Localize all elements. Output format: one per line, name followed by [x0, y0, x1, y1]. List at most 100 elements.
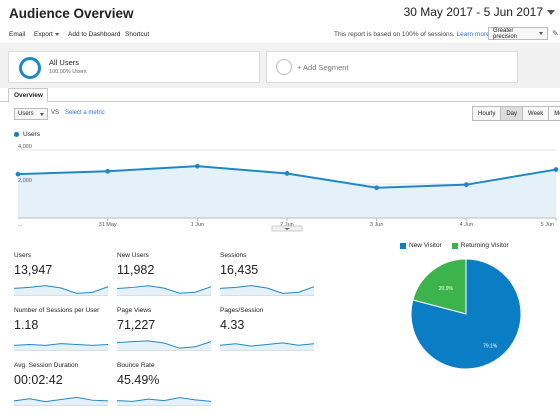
pie-slice-label: 20.9%: [439, 286, 454, 292]
sparkline: [14, 285, 108, 296]
metric-tile[interactable]: Users 13,947: [14, 252, 110, 302]
sparkline-area: [220, 285, 314, 296]
page-title: Audience Overview: [9, 6, 134, 21]
pie-slice-returning-visitor: [412, 258, 467, 315]
metric-value: 4.33: [220, 318, 245, 332]
x-tick-label: 1 Jun: [191, 222, 204, 228]
metric-value: 1.18: [14, 318, 39, 332]
sparkline-line: [14, 343, 108, 346]
empty-circle-icon: [276, 59, 292, 75]
users-line-chart: 4,000 2,000... 31 May 1 Jun 2 Jun 3 Jun 4 Jun 5…: [15, 144, 559, 232]
email-button[interactable]: Email: [9, 31, 26, 38]
export-label: Export: [34, 31, 53, 38]
y-tick-label: 4,000: [18, 144, 32, 150]
metric-tile[interactable]: Sessions 16,435: [220, 252, 316, 302]
metric-label: Page Views: [117, 307, 152, 314]
precision-dropdown[interactable]: Greater precision: [488, 27, 548, 40]
metric-tile[interactable]: Number of Sessions per User 1.18: [14, 307, 110, 357]
caret-down-icon: [284, 228, 290, 230]
legend-returning-visitor[interactable]: Returning Visitor: [451, 242, 509, 249]
chevron-down-icon: [547, 9, 555, 15]
x-tick-label: 3 Jun: [370, 222, 383, 228]
metric-tile[interactable]: Page Views 71,227: [117, 307, 213, 357]
legend-swatch: [451, 242, 458, 249]
metric-value: 16,435: [220, 263, 259, 277]
legend-new-visitor[interactable]: New Visitor: [400, 242, 442, 249]
sparkline-line: [14, 396, 108, 403]
metric-label: Number of Sessions per User: [14, 307, 100, 314]
data-point-5: [463, 182, 469, 188]
period-toggle: Hourly Day Week Month: [472, 106, 560, 121]
edit-icon[interactable]: ✎: [552, 29, 559, 38]
sparkline: [220, 285, 314, 296]
data-point-4: [374, 185, 380, 191]
sparkline-line: [14, 285, 108, 294]
period-week-button[interactable]: Week: [522, 106, 550, 121]
metric-value: 71,227: [117, 318, 156, 332]
period-day-button[interactable]: Day: [500, 106, 524, 121]
x-tick-label: 31 May: [99, 222, 117, 228]
report-toolbar: Email Export Add to Dashboard Shortcut T…: [0, 27, 560, 43]
data-point-3: [284, 171, 290, 176]
metric-label: Bounce Rate: [117, 362, 155, 369]
sparkline-line: [220, 342, 314, 347]
period-month-button[interactable]: Month: [548, 106, 560, 121]
data-point-0: [15, 171, 21, 177]
segment-ring-icon: [19, 57, 41, 79]
report-header: Audience Overview 30 May 2017 - 5 Jun 20…: [0, 0, 560, 28]
sparkline: [220, 342, 314, 351]
date-range-picker[interactable]: 30 May 2017 - 5 Jun 2017: [404, 5, 555, 19]
chevron-down-icon: [40, 112, 44, 116]
sampling-note-text: This report is based on 100% of sessions…: [334, 31, 455, 38]
segment-subtitle: 100.00% Users: [49, 69, 87, 75]
legend-new-visitor-label: New Visitor: [409, 242, 442, 249]
export-button[interactable]: Export: [34, 31, 59, 38]
legend-returning-visitor-label: Returning Visitor: [460, 242, 509, 249]
pie-slice-new-visitor: [410, 258, 522, 370]
add-segment-label: + Add Segment: [297, 63, 349, 72]
visitor-type-pie-chart: 20.9% 79.1%: [410, 258, 522, 370]
metric-label: New Users: [117, 252, 149, 259]
date-range-label: 30 May 2017 - 5 Jun 2017: [403, 5, 543, 19]
metric-tile[interactable]: Avg. Session Duration 00:02:42: [14, 362, 110, 412]
tab-overview[interactable]: Overview: [8, 88, 48, 103]
sampling-note: This report is based on 100% of sessions…: [334, 31, 490, 38]
metric-dropdown[interactable]: Users: [14, 108, 48, 120]
precision-label: Greater precision: [493, 27, 518, 40]
shortcut-button[interactable]: Shortcut: [125, 31, 150, 38]
metric-value: 13,947: [14, 263, 53, 277]
period-hourly-button[interactable]: Hourly: [472, 106, 502, 121]
sparkline: [117, 397, 211, 406]
metric-label: Avg. Session Duration: [14, 362, 79, 369]
learn-more-link[interactable]: Learn more: [456, 31, 490, 38]
pie-legend: New Visitor Returning Visitor: [400, 242, 509, 249]
sparkline-area: [117, 285, 211, 296]
metric-label: Users: [14, 252, 31, 259]
segment-all-users[interactable]: All Users 100.00% Users: [8, 51, 260, 83]
y-tick-label: 2,000: [18, 178, 32, 184]
add-to-dashboard-button[interactable]: Add to Dashboard: [68, 31, 121, 38]
segment-name: All Users: [49, 58, 80, 67]
legend-swatch: [400, 242, 406, 249]
sparkline-line: [117, 340, 211, 349]
data-point-6: [553, 167, 559, 172]
metric-value: 45.49%: [117, 373, 160, 387]
sparkline: [117, 285, 211, 296]
add-segment-button[interactable]: + Add Segment: [266, 51, 518, 83]
metric-tile[interactable]: Bounce Rate 45.49%: [117, 362, 213, 412]
metric-value: 11,982: [117, 263, 155, 277]
select-metric-link[interactable]: Select a metric: [65, 110, 105, 116]
series-dot-icon: [14, 132, 19, 137]
chevron-down-icon: [539, 32, 543, 35]
sparkline: [14, 343, 108, 351]
x-tick-label: 2 Jun: [280, 222, 293, 228]
sparkline-area: [117, 397, 211, 406]
sparkline-line: [220, 285, 314, 294]
sparkline-area: [14, 285, 108, 296]
metric-tile[interactable]: Pages/Session 4.33: [220, 307, 316, 357]
metric-dropdown-label: Users: [18, 111, 34, 117]
metric-tile[interactable]: New Users 11,982: [117, 252, 213, 302]
sparkline-line: [117, 397, 211, 402]
chart-legend: Users: [14, 131, 40, 138]
sparkline-area: [117, 340, 211, 351]
